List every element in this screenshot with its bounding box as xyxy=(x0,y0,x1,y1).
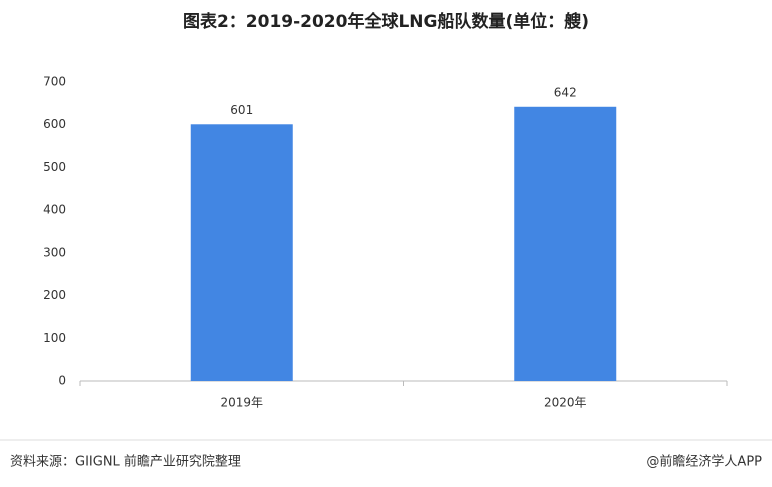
y-tick-label: 600 xyxy=(43,117,66,131)
y-tick-label: 100 xyxy=(43,331,66,345)
y-tick-label: 400 xyxy=(43,203,66,217)
value-label: 601 xyxy=(230,103,253,117)
y-tick-label: 0 xyxy=(58,374,66,388)
y-tick-label: 200 xyxy=(43,288,66,302)
y-tick-label: 700 xyxy=(43,75,66,89)
bar xyxy=(190,124,293,381)
chart-title: 图表2：2019-2020年全球LNG船队数量(单位：艘) xyxy=(183,11,589,32)
y-tick-label: 500 xyxy=(43,160,66,174)
credit: @前瞻经济学人APP xyxy=(646,454,762,470)
x-tick-label: 2019年 xyxy=(220,396,263,410)
y-tick-label: 300 xyxy=(43,245,66,259)
x-tick-label: 2020年 xyxy=(544,396,587,410)
source-note: 资料来源：GIIGNL 前瞻产业研究院整理 xyxy=(10,454,241,470)
bar xyxy=(514,106,617,381)
value-label: 642 xyxy=(554,85,577,99)
